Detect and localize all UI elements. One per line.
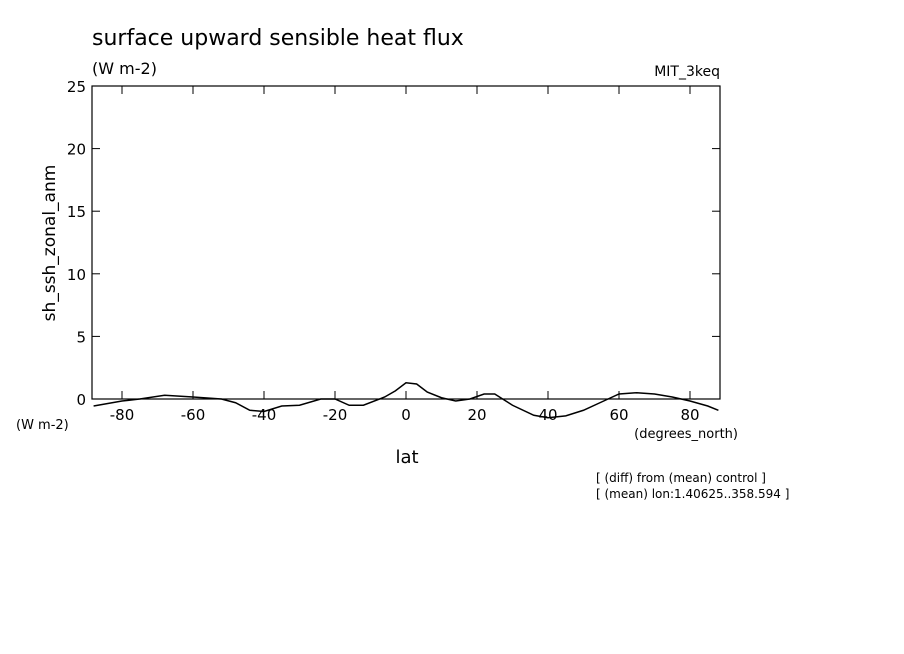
x-tick-label: 40 (538, 406, 557, 424)
y-tick-label: 5 (76, 328, 86, 346)
subtitle: (W m-2) (92, 59, 157, 78)
x-tick-label: 80 (680, 406, 699, 424)
y-tick-label: 10 (67, 266, 86, 284)
y-tick-label: 0 (76, 391, 86, 409)
chart-title: surface upward sensible heat flux (92, 26, 464, 51)
y-tick-label: 25 (67, 78, 86, 96)
y-tick-label: 20 (67, 141, 86, 159)
y-axis-label: sh_ssh_zonal_anm (40, 165, 60, 322)
note: [ (diff) from (mean) control ] (596, 471, 766, 485)
x-tick-label: 60 (609, 406, 628, 424)
x-tick-label: -20 (323, 406, 348, 424)
x-units: (degrees_north) (634, 427, 738, 442)
note: [ (mean) lon:1.40625..358.594 ] (596, 487, 789, 501)
data-line (93, 381, 719, 419)
x-tick-label: 20 (467, 406, 486, 424)
y-tick-label: 15 (67, 203, 86, 221)
x-tick-label: -60 (181, 406, 206, 424)
x-tick-label: -80 (110, 406, 135, 424)
x-axis-label: lat (395, 447, 418, 468)
y-units: (W m-2) (16, 418, 69, 433)
x-tick-label: 0 (401, 406, 411, 424)
dataset-label: MIT_3keq (654, 64, 720, 80)
